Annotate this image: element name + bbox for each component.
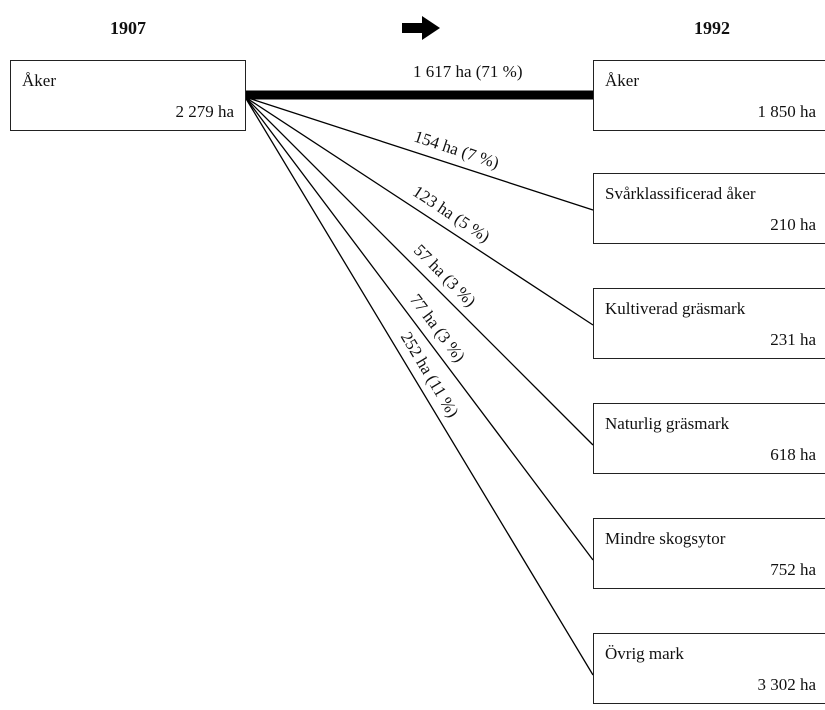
flow-line <box>244 96 594 561</box>
direction-arrow <box>402 16 440 40</box>
flow-line <box>244 96 594 446</box>
target-box <box>593 403 825 474</box>
target-box <box>593 518 825 589</box>
target-label: Svårklassificerad åker <box>605 184 756 203</box>
targets: Åker 1 850 ha Svårklassificerad åker 210 ha… <box>593 60 825 704</box>
flows: 1 617 ha (71 %)154 ha (7 %)123 ha (5 %)5… <box>244 62 594 676</box>
target-box <box>593 633 825 704</box>
flow-label: 123 ha (5 %) <box>409 182 493 247</box>
source-label: Åker <box>22 71 56 90</box>
header-left: 1907 <box>110 18 146 38</box>
target-label: Naturlig gräsmark <box>605 414 730 433</box>
flow-line <box>244 96 594 211</box>
header-right: 1992 <box>694 18 730 38</box>
target-label: Mindre skogsytor <box>605 529 726 548</box>
source-box <box>10 60 246 131</box>
target-label: Kultiverad gräsmark <box>605 299 746 318</box>
target-value: 210 ha <box>770 215 816 234</box>
target-box <box>593 173 825 244</box>
target-value: 1 850 ha <box>757 102 816 121</box>
flow-line <box>244 96 594 676</box>
target-label: Åker <box>605 71 639 90</box>
flow-label: 1 617 ha (71 %) <box>413 62 523 81</box>
target-box <box>593 288 825 359</box>
target-box <box>593 60 825 131</box>
target-label: Övrig mark <box>605 644 684 663</box>
flow-line <box>244 96 594 326</box>
source-value: 2 279 ha <box>175 102 234 121</box>
target-value: 618 ha <box>770 445 816 464</box>
target-value: 3 302 ha <box>757 675 816 694</box>
target-value: 752 ha <box>770 560 816 579</box>
target-value: 231 ha <box>770 330 816 349</box>
